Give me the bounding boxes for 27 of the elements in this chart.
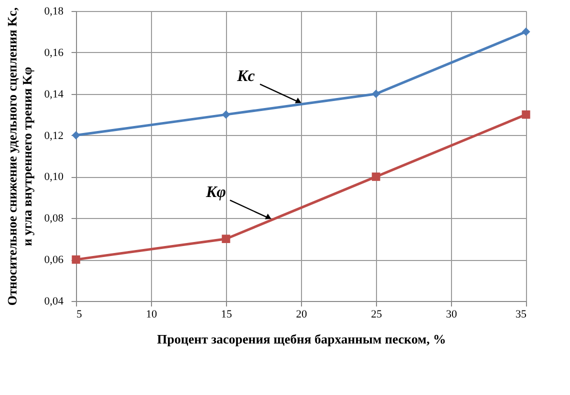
y-tick-label: 0,18 [44,6,64,18]
y-tick-label: 0,06 [44,254,64,266]
point [72,255,80,264]
x-tick-label: 30 [446,308,458,320]
x-tick-label: 20 [296,308,308,320]
x-tick-label: 5 [76,308,82,320]
y-axis-title: Относительное снижение удельного сцепления Kc, и угла внутреннего трения Kφ [4,7,34,306]
annotation: Kc [236,68,255,86]
point [72,131,80,140]
y-tick-label: 0,08 [44,212,64,225]
point [522,110,530,119]
point [222,234,230,244]
x-tick-label: 15 [221,308,232,320]
y-tick-label: 0,10 [44,171,64,184]
y-tick-label: 0,12 [44,130,64,142]
point [522,28,530,36]
x-tick-label: 35 [516,308,527,320]
point [222,110,230,119]
point [372,90,380,98]
x-axis-title: Процент засорения щебня барханным песком, % [157,332,446,346]
x-tick-label: 10 [146,308,158,320]
y-tick-label: 0,14 [44,88,64,100]
annotation: Kφ [204,184,226,202]
x-tick-label: 25 [371,308,382,320]
point [372,172,380,181]
y-tick-label: 0,04 [44,296,64,308]
y-tick-label: 0,16 [44,46,64,59]
